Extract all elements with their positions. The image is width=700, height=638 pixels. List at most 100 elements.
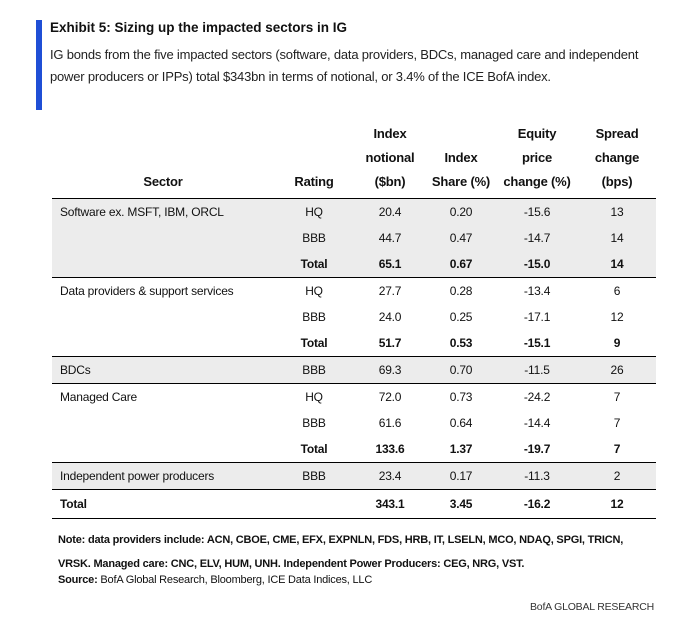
table-row: Managed Care HQ 72.0 0.73 -24.2 7 [52, 384, 656, 411]
grand-total-row: Total 343.1 3.45 -16.2 12 [52, 489, 656, 519]
exhibit-subtitle: IG bonds from the five impacted sectors … [50, 47, 639, 84]
cell-sector [52, 225, 274, 251]
col-header-sector: Sector [52, 122, 274, 199]
cell-spread: 7 [613, 390, 621, 404]
table-row: Data providers & support services HQ 27.7 0… [52, 278, 656, 305]
table-row: Software ex. MSFT, IBM, ORCL HQ 20.4 0.20 -1… [52, 198, 656, 225]
cell-equity: -17.1 [523, 310, 551, 324]
cell-sector [52, 330, 274, 357]
table-row: BBB 61.6 0.64 -14.4 7 [52, 410, 656, 436]
cell-notional: 69.3 [354, 356, 426, 384]
cell-equity: -14.7 [496, 225, 578, 251]
cell-notional: 72.0 [378, 390, 402, 404]
accent-bar [36, 20, 42, 110]
cell-share: 0.64 [449, 416, 473, 430]
cell-share: 1.37 [426, 436, 496, 463]
cell-share: 0.17 [426, 462, 496, 490]
cell-spread: 9 [578, 330, 656, 357]
cell-rating: HQ [274, 198, 354, 225]
cell-rating: BBB [274, 356, 354, 384]
cell-rating: HQ [305, 284, 323, 298]
cell-equity: -11.3 [496, 462, 578, 490]
cell-share: 0.28 [449, 284, 473, 298]
grand-total-equity: -16.2 [496, 489, 578, 519]
cell-rating: BBB [274, 462, 354, 490]
top-cropped-text-strip [40, 0, 700, 8]
cell-spread: 7 [578, 436, 656, 463]
cell-equity: -15.6 [496, 198, 578, 225]
cell-equity: -11.5 [496, 356, 578, 384]
cell-share: 0.70 [426, 356, 496, 384]
source-label: Source: [58, 574, 98, 586]
cell-share: 0.20 [426, 198, 496, 225]
exhibit-title: Exhibit 5: Sizing up the impacted sector… [50, 20, 348, 35]
cell-rating: Total [274, 251, 354, 278]
cell-equity: -19.7 [496, 436, 578, 463]
cell-sector: BDCs [52, 356, 274, 384]
cell-rating: HQ [305, 390, 323, 404]
cell-sector [52, 436, 274, 463]
footer-brand: BofA GLOBAL RESEARCH [530, 601, 654, 613]
table-header-row: Sector Rating Index notional ($bn) Index… [52, 122, 656, 199]
table-row: Total 133.6 1.37 -19.7 7 [52, 436, 656, 463]
cell-notional: 23.4 [354, 462, 426, 490]
cell-spread: 14 [578, 225, 656, 251]
cell-notional: 20.4 [354, 198, 426, 225]
cell-equity: -24.2 [523, 390, 551, 404]
cell-sector: Independent power producers [52, 462, 274, 490]
col-header-spread: Spread change (bps) [578, 122, 656, 199]
table-row: Total 65.1 0.67 -15.0 14 [52, 251, 656, 278]
table-row: BDCs BBB 69.3 0.70 -11.5 26 [52, 356, 656, 384]
cell-spread: 14 [578, 251, 656, 278]
cell-notional: 65.1 [354, 251, 426, 278]
cell-sector: Software ex. MSFT, IBM, ORCL [52, 198, 274, 225]
grand-total-share: 3.45 [426, 489, 496, 519]
cell-share: 0.73 [449, 390, 473, 404]
cell-spread: 6 [613, 284, 621, 298]
grand-total-notional: 343.1 [354, 489, 426, 519]
cell-share: 0.25 [449, 310, 473, 324]
cell-spread: 13 [578, 198, 656, 225]
cell-notional: 27.7 [378, 284, 402, 298]
cell-rating: BBB [302, 310, 326, 324]
table-row: Independent power producers BBB 23.4 0.17 -1… [52, 462, 656, 490]
cell-notional: 133.6 [354, 436, 426, 463]
cell-sector [52, 410, 274, 436]
cell-rating: BBB [302, 416, 326, 430]
cell-spread: 2 [578, 462, 656, 490]
grand-total-rating [274, 489, 354, 519]
cell-share: 0.53 [426, 330, 496, 357]
col-header-equity: Equity price change (%) [496, 122, 578, 199]
col-header-notional: Index notional ($bn) [354, 122, 426, 199]
sectors-table: Sector Rating Index notional ($bn) Index… [52, 122, 656, 519]
cell-equity: -15.0 [496, 251, 578, 278]
cell-sector: Data providers & support services [60, 284, 234, 298]
cell-equity: -15.1 [496, 330, 578, 357]
cell-sector [52, 251, 274, 278]
source-line: Source: BofA Global Research, Bloomberg,… [58, 574, 372, 586]
cell-notional: 24.0 [378, 310, 402, 324]
cell-rating: Total [274, 330, 354, 357]
cell-spread: 12 [610, 310, 624, 324]
cell-spread: 26 [578, 356, 656, 384]
cell-sector [52, 304, 274, 330]
table-row: Total 51.7 0.53 -15.1 9 [52, 330, 656, 357]
grand-total-label: Total [52, 489, 274, 519]
cell-rating: BBB [274, 225, 354, 251]
cell-equity: -14.4 [523, 416, 551, 430]
cell-notional: 61.6 [378, 416, 402, 430]
cell-spread: 7 [613, 416, 621, 430]
table-row: BBB 24.0 0.25 -17.1 12 [52, 304, 656, 330]
cell-notional: 51.7 [354, 330, 426, 357]
cell-rating: Total [274, 436, 354, 463]
table-note: Note: data providers include: ACN, CBOE,… [58, 534, 624, 570]
cell-sector: Managed Care [60, 390, 137, 404]
grand-total-spread: 12 [578, 489, 656, 519]
source-text: BofA Global Research, Bloomberg, ICE Dat… [97, 574, 373, 586]
table-row: BBB 44.7 0.47 -14.7 14 [52, 225, 656, 251]
cell-share: 0.47 [426, 225, 496, 251]
cell-notional: 44.7 [354, 225, 426, 251]
col-header-rating: Rating [274, 122, 354, 199]
cell-equity: -13.4 [523, 284, 551, 298]
col-header-share: Index Share (%) [426, 122, 496, 199]
